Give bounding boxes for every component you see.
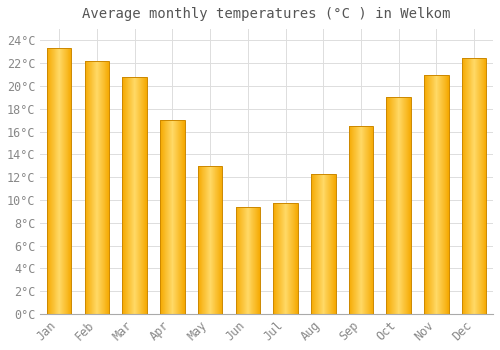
Bar xyxy=(348,126,374,314)
Bar xyxy=(84,61,109,314)
Bar xyxy=(462,57,486,314)
Bar xyxy=(122,77,147,314)
Bar xyxy=(198,166,222,314)
Title: Average monthly temperatures (°C ) in Welkom: Average monthly temperatures (°C ) in We… xyxy=(82,7,451,21)
Bar xyxy=(47,48,72,314)
Bar xyxy=(311,174,336,314)
Bar xyxy=(160,120,184,314)
Bar xyxy=(386,97,411,314)
Bar xyxy=(236,207,260,314)
Bar xyxy=(424,75,448,314)
Bar xyxy=(274,203,298,314)
